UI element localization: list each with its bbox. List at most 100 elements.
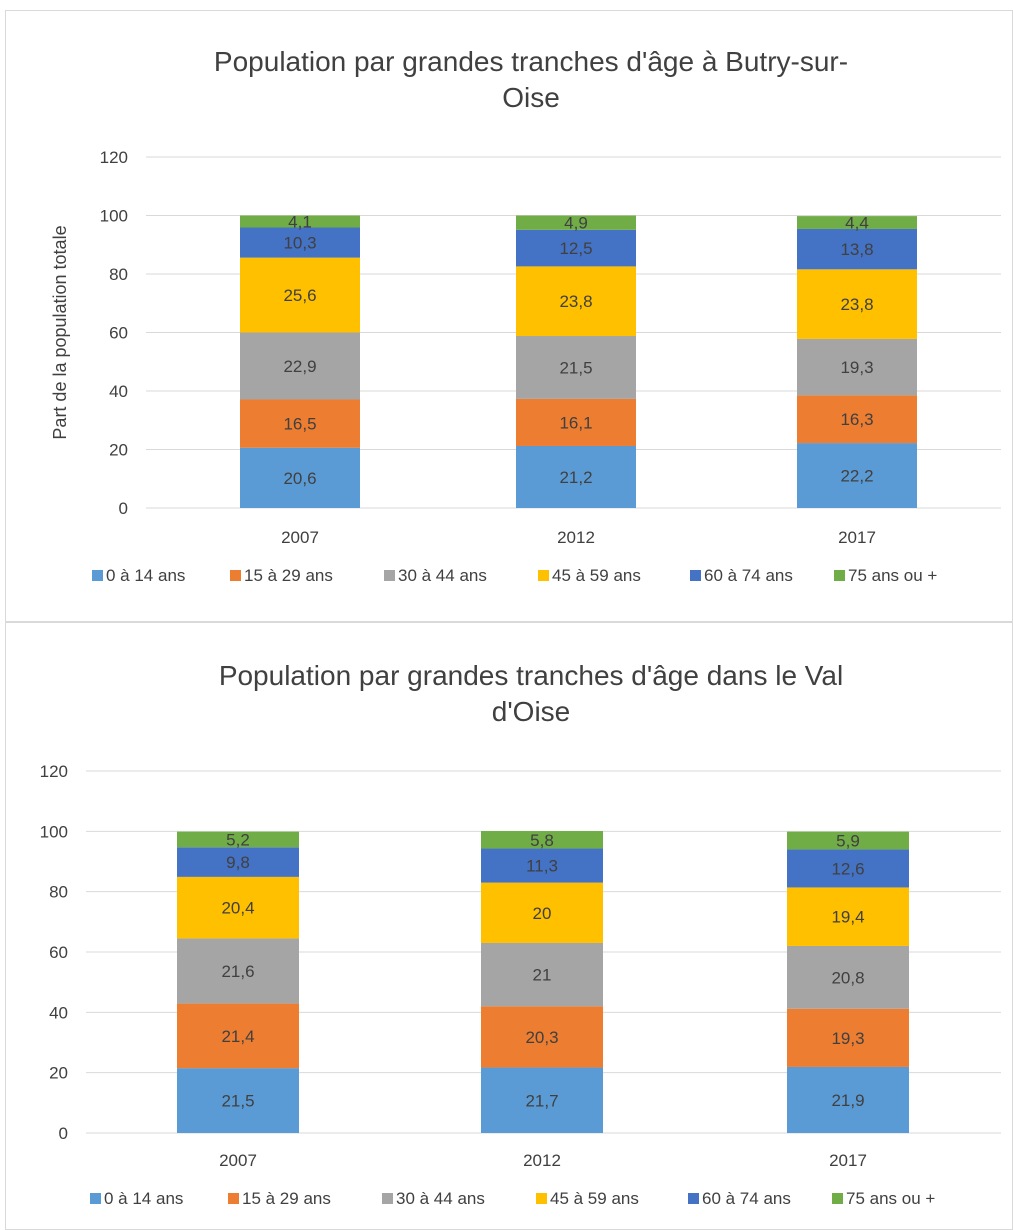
data-label: 23,8 [840, 295, 873, 314]
y-tick-label: 20 [49, 1064, 68, 1083]
data-label: 12,6 [831, 859, 864, 878]
bar-segment [787, 945, 909, 1009]
bar-segment [516, 445, 636, 508]
chart-title-line: d'Oise [492, 696, 571, 727]
data-label: 9,8 [226, 853, 250, 872]
data-label: 21,6 [221, 962, 254, 981]
bar-segment [516, 266, 636, 337]
data-label: 16,3 [840, 410, 873, 429]
data-label: 22,9 [283, 357, 316, 376]
legend-swatch [228, 1193, 239, 1204]
data-label: 21,7 [525, 1091, 558, 1110]
data-label: 19,3 [840, 358, 873, 377]
legend-swatch [384, 570, 395, 581]
data-label: 16,1 [559, 413, 592, 432]
x-tick-label: 2017 [838, 528, 876, 547]
data-label: 21,5 [559, 358, 592, 377]
data-label: 4,4 [845, 214, 869, 233]
data-label: 16,5 [283, 415, 316, 434]
chart-title-line: Population par grandes tranches d'âge da… [219, 660, 843, 691]
chart-title-line: Population par grandes tranches d'âge à … [214, 46, 848, 77]
legend-swatch [690, 570, 701, 581]
data-label: 12,5 [559, 239, 592, 258]
data-label: 20,4 [221, 899, 254, 918]
chart-title-line: Oise [502, 82, 560, 113]
data-label: 21 [533, 966, 552, 985]
data-label: 20,6 [283, 469, 316, 488]
legend-swatch [90, 1193, 101, 1204]
y-tick-label: 80 [109, 265, 128, 284]
legend-entry: 60 à 74 ans [704, 566, 793, 585]
bar-segment [481, 882, 603, 943]
legend-entry: 15 à 29 ans [244, 566, 333, 585]
legend-entry: 45 à 59 ans [550, 1189, 639, 1208]
y-tick-label: 40 [109, 382, 128, 401]
bar-segment [177, 1068, 299, 1133]
bar-segment [797, 216, 917, 229]
data-label: 4,1 [288, 212, 312, 231]
y-tick-label: 0 [119, 499, 128, 518]
data-label: 20,3 [525, 1028, 558, 1047]
bar-segment [177, 938, 299, 1004]
data-label: 5,8 [530, 831, 554, 850]
bar-segment [787, 1066, 909, 1133]
bar-segment [797, 395, 917, 444]
y-tick-label: 60 [109, 324, 128, 343]
y-tick-label: 20 [109, 441, 128, 460]
legend-swatch [382, 1193, 393, 1204]
data-label: 13,8 [840, 240, 873, 259]
legend-entry: 15 à 29 ans [242, 1189, 331, 1208]
bar-segment [516, 398, 636, 446]
y-tick-label: 120 [100, 148, 128, 167]
legend-swatch [538, 570, 549, 581]
legend-entry: 60 à 74 ans [702, 1189, 791, 1208]
data-label: 23,8 [559, 292, 592, 311]
y-tick-label: 40 [49, 1003, 68, 1022]
bar-segment [797, 269, 917, 339]
y-axis-label: Part de la population totale [50, 225, 70, 439]
bar-segment [177, 831, 299, 848]
y-tick-label: 0 [59, 1124, 68, 1143]
bar-segment [797, 443, 917, 508]
data-label: 21,5 [221, 1092, 254, 1111]
chart-panel-val-doise: Population par grandes tranches d'âge da… [5, 622, 1013, 1230]
data-label: 10,3 [283, 234, 316, 253]
data-label: 21,4 [221, 1027, 254, 1046]
bar-segment [481, 1006, 603, 1068]
legend-entry: 0 à 14 ans [106, 566, 185, 585]
bar-segment [516, 336, 636, 399]
data-label: 19,3 [831, 1029, 864, 1048]
bar-segment [481, 831, 603, 849]
legend-entry: 45 à 59 ans [552, 566, 641, 585]
bar-segment [787, 849, 909, 888]
x-tick-label: 2012 [557, 528, 595, 547]
bar-segment [177, 876, 299, 939]
bar-segment [240, 227, 360, 258]
legend-swatch [536, 1193, 547, 1204]
legend-entry: 30 à 44 ans [396, 1189, 485, 1208]
bar-segment [240, 447, 360, 508]
legend-swatch [230, 570, 241, 581]
x-tick-label: 2017 [829, 1151, 867, 1170]
data-label: 25,6 [283, 286, 316, 305]
data-label: 4,9 [564, 214, 588, 233]
legend-swatch [832, 1193, 843, 1204]
bar-segment [240, 332, 360, 400]
x-tick-label: 2007 [219, 1151, 257, 1170]
bar-segment [787, 831, 909, 850]
chart-val-doise: Population par grandes tranches d'âge da… [40, 660, 1001, 1208]
legend-entry: 75 ans ou + [848, 566, 937, 585]
data-label: 11,3 [526, 857, 558, 876]
y-tick-label: 60 [49, 943, 68, 962]
data-label: 20 [533, 904, 552, 923]
bar-segment [797, 338, 917, 396]
bar-segment [240, 399, 360, 448]
legend-entry: 75 ans ou + [846, 1189, 935, 1208]
bar-segment [787, 887, 909, 946]
y-tick-label: 120 [40, 762, 68, 781]
y-tick-label: 100 [100, 207, 128, 226]
legend-swatch [688, 1193, 699, 1204]
bar-segment [481, 1067, 603, 1133]
data-label: 19,4 [831, 908, 864, 927]
legend-swatch [834, 570, 845, 581]
